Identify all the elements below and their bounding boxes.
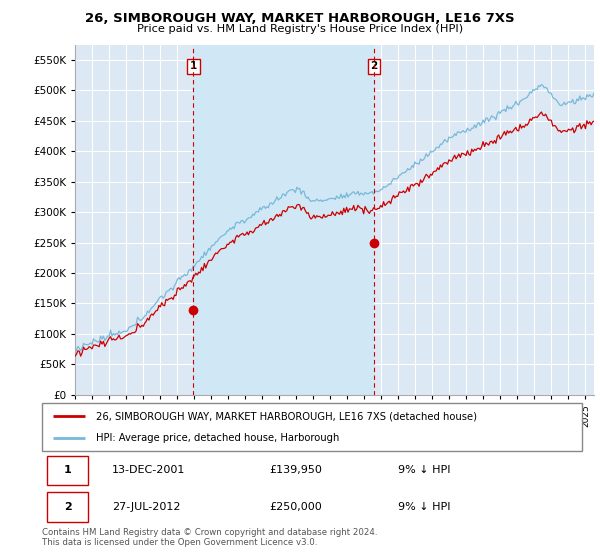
- FancyBboxPatch shape: [42, 403, 582, 451]
- Text: £139,950: £139,950: [269, 465, 322, 475]
- Text: 2: 2: [64, 502, 71, 512]
- Text: 27-JUL-2012: 27-JUL-2012: [112, 502, 181, 512]
- Text: Contains HM Land Registry data © Crown copyright and database right 2024.
This d: Contains HM Land Registry data © Crown c…: [42, 528, 377, 547]
- Text: HPI: Average price, detached house, Harborough: HPI: Average price, detached house, Harb…: [96, 433, 340, 443]
- Text: 1: 1: [64, 465, 71, 475]
- Text: 13-DEC-2001: 13-DEC-2001: [112, 465, 185, 475]
- Text: 26, SIMBOROUGH WAY, MARKET HARBOROUGH, LE16 7XS (detached house): 26, SIMBOROUGH WAY, MARKET HARBOROUGH, L…: [96, 411, 477, 421]
- Text: 9% ↓ HPI: 9% ↓ HPI: [398, 502, 451, 512]
- Text: £250,000: £250,000: [269, 502, 322, 512]
- Text: 26, SIMBOROUGH WAY, MARKET HARBOROUGH, LE16 7XS: 26, SIMBOROUGH WAY, MARKET HARBOROUGH, L…: [85, 12, 515, 25]
- Text: 1: 1: [190, 61, 197, 71]
- Bar: [193, 45, 374, 395]
- Text: Price paid vs. HM Land Registry's House Price Index (HPI): Price paid vs. HM Land Registry's House …: [137, 24, 463, 34]
- Text: 2: 2: [370, 61, 377, 71]
- FancyBboxPatch shape: [47, 492, 88, 521]
- FancyBboxPatch shape: [47, 456, 88, 485]
- Text: 9% ↓ HPI: 9% ↓ HPI: [398, 465, 451, 475]
